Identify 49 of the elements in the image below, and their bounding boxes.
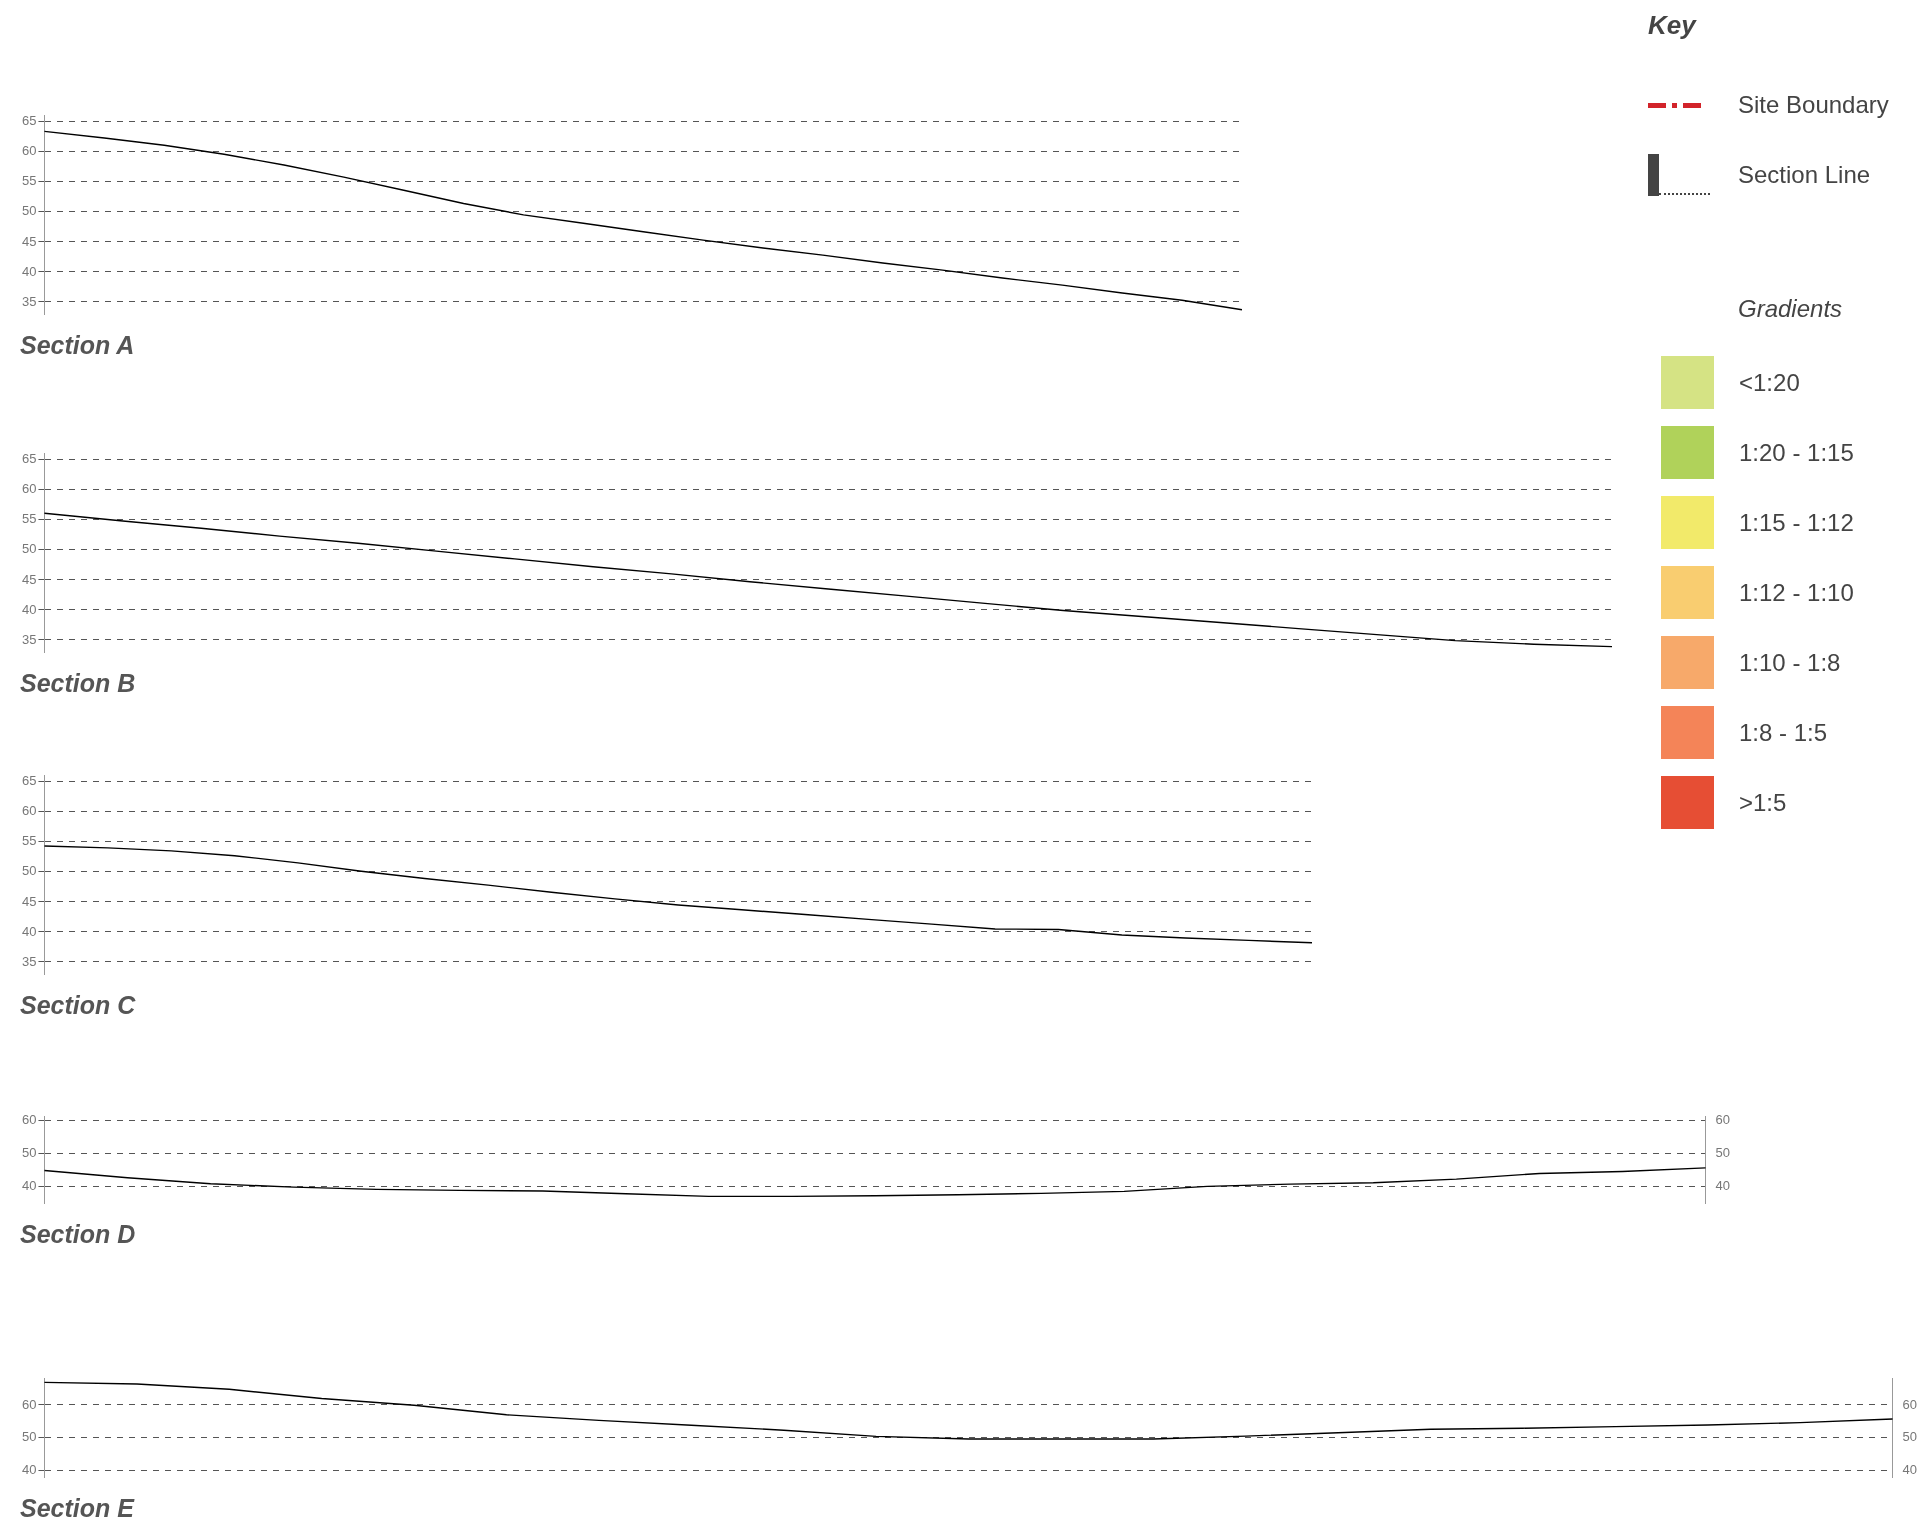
text: Section D	[20, 1219, 136, 1248]
text: Key	[1648, 10, 1698, 41]
text: Section E	[20, 1493, 136, 1517]
y-tick-label: 65	[21, 451, 37, 467]
y-tick-label: 40	[21, 601, 37, 617]
y-tick-label: 55	[21, 173, 37, 189]
y-tick-label: 50	[21, 541, 37, 557]
text: Section A	[20, 330, 135, 359]
y-tick-label: 45	[21, 571, 37, 587]
y-tick-label: 60	[21, 1111, 37, 1127]
text: Section C	[20, 990, 137, 1019]
category-label: >1:5	[1739, 788, 1787, 817]
y-tick-label: 35	[21, 953, 37, 969]
y-tick-label: 45	[21, 893, 37, 909]
y-tick-label: 40	[21, 263, 37, 279]
y-tick-label: 50	[21, 203, 37, 219]
y-tick-label: 60	[21, 481, 37, 497]
y-tick-label: 35	[21, 293, 37, 309]
category-label: 1:12 - 1:10	[1739, 578, 1854, 607]
y2-tick-label: 50	[1902, 1429, 1918, 1445]
category-label: <1:20	[1739, 368, 1800, 397]
y-tick-label: 40	[21, 1462, 37, 1478]
y-tick-label: 40	[21, 923, 37, 939]
y-tick-label: 55	[21, 833, 37, 849]
y2-tick-label: 40	[1902, 1462, 1918, 1478]
category-label: 1:20 - 1:15	[1739, 438, 1854, 467]
y-tick-label: 35	[21, 631, 37, 647]
y-tick-label: 65	[21, 113, 37, 129]
category-label: 1:15 - 1:12	[1739, 508, 1854, 537]
y-tick-label: 45	[21, 233, 37, 249]
y2-tick-label: 50	[1715, 1144, 1731, 1160]
y-tick-label: 60	[21, 1396, 37, 1412]
text: Section B	[20, 668, 136, 697]
text: Section Line	[1738, 161, 1871, 189]
y-tick-label: 60	[21, 803, 37, 819]
category-label: 1:8 - 1:5	[1739, 718, 1828, 747]
y2-tick-label: 60	[1902, 1396, 1918, 1412]
y2-tick-label: 60	[1715, 1111, 1731, 1127]
category-label: 1:10 - 1:8	[1739, 648, 1841, 677]
y-tick-label: 55	[21, 511, 37, 527]
y-tick-label: 40	[21, 1178, 37, 1193]
y-tick-label: 65	[21, 773, 37, 789]
y-tick-label: 50	[21, 1429, 37, 1445]
y-tick-label: 60	[21, 143, 37, 159]
y2-tick-label: 40	[1715, 1178, 1731, 1193]
y-tick-label: 50	[21, 1144, 37, 1160]
y-tick-label: 50	[21, 863, 37, 879]
legend-title: Gradients	[1738, 295, 1843, 323]
text: Site Boundary	[1738, 91, 1889, 119]
